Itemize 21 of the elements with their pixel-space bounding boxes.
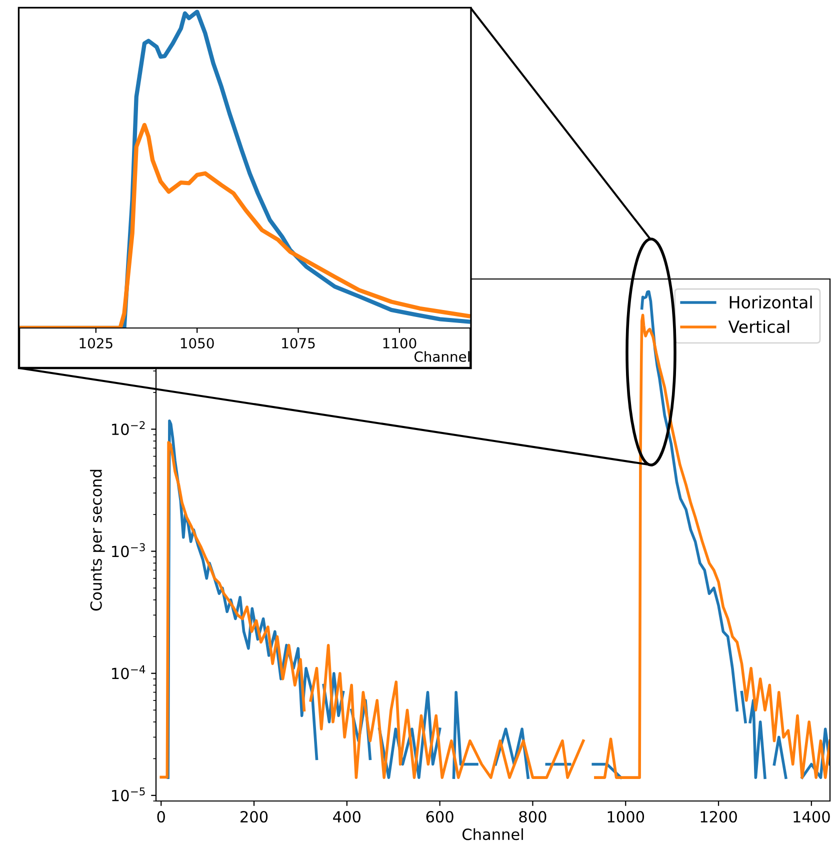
- legend-label: Horizontal: [730, 296, 812, 309]
- y-tick-label: 10$^{−4}$: [112, 665, 146, 680]
- legend-label: Vertical: [728, 320, 790, 334]
- y-tick-label: 10$^{−2}$: [112, 421, 145, 436]
- x-tick-label: 800: [519, 810, 546, 823]
- x-tick-label: 400: [333, 810, 360, 823]
- x-axis-title: Channel: [414, 351, 470, 362]
- x-tick-label: 1100: [383, 338, 416, 348]
- x-tick-label: 600: [426, 810, 454, 823]
- x-tick-label: 1050: [180, 338, 214, 348]
- x-tick-label: 1075: [282, 338, 315, 348]
- x-tick-label: 0: [157, 810, 165, 823]
- x-tick-label: 1400: [794, 810, 830, 823]
- y-tick-label: 10$^{−5}$: [112, 787, 145, 802]
- x-axis-title: Channel: [462, 828, 523, 840]
- x-tick-label: 200: [240, 810, 268, 823]
- x-tick-label: 1200: [700, 810, 737, 823]
- x-tick-label: 1025: [80, 338, 112, 348]
- x-tick-label: 1000: [608, 810, 644, 823]
- y-axis-title: Counts per second: [90, 470, 105, 611]
- y-tick-label: 10$^{−3}$: [112, 543, 145, 558]
